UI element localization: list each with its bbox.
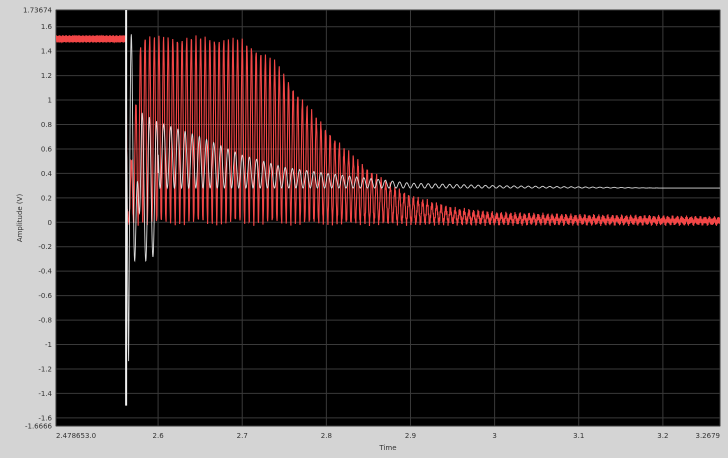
x-tick-label: 3: [492, 432, 496, 440]
x-tick-label: 2.478653.0: [56, 432, 96, 440]
y-tick-label: 0.4: [41, 170, 53, 178]
x-tick-label: 3.2679: [696, 432, 721, 440]
y-tick-label: 0.6: [41, 145, 53, 153]
x-tick-label: 2.7: [237, 432, 248, 440]
x-tick-label: 3.2: [657, 432, 668, 440]
y-tick-label: 1.4: [41, 48, 53, 56]
y-tick-label: 1.2: [41, 72, 52, 80]
y-tick-label: -0.2: [38, 243, 52, 251]
y-tick-label: 0.8: [41, 121, 52, 129]
y-tick-label: -0.8: [38, 317, 52, 325]
series-line: [125, 34, 720, 362]
y-tick-label: -1.6: [38, 414, 52, 422]
series-group: [56, 10, 720, 406]
y-tick-label: -1.4: [38, 390, 52, 398]
y-tick-label: -0.6: [38, 292, 52, 300]
y-axis-label: Amplitude (V): [16, 194, 24, 243]
y-tick-label: -1.2: [38, 365, 52, 373]
y-tick-label: 1: [48, 97, 52, 105]
x-tick-label: 2.9: [405, 432, 416, 440]
y-tick-label: -1: [45, 341, 52, 349]
y-tick-label: 0: [48, 219, 52, 227]
y-tick-label: -1.6666: [25, 423, 53, 431]
x-tick-label: 3.1: [573, 432, 584, 440]
x-tick-label: 2.8: [321, 432, 332, 440]
y-tick-label: 0.2: [41, 194, 52, 202]
y-tick-label: -0.4: [38, 268, 52, 276]
x-tick-label: 2.6: [153, 432, 165, 440]
series-line: [56, 34, 720, 226]
y-tick-label: 1.6: [41, 23, 53, 31]
y-tick-label: 1.73674: [23, 7, 52, 15]
x-axis-label: Time: [378, 444, 396, 452]
